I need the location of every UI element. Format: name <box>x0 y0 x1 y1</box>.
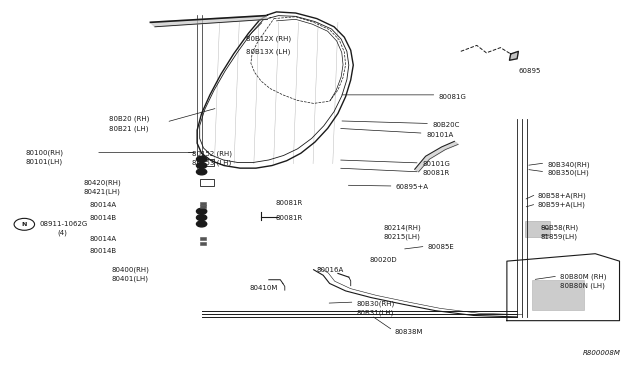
Text: 80020D: 80020D <box>369 257 397 263</box>
Text: 80B80M (RH): 80B80M (RH) <box>560 273 607 280</box>
Polygon shape <box>415 141 458 172</box>
Text: 80101(LH): 80101(LH) <box>26 158 63 165</box>
Polygon shape <box>509 51 518 60</box>
Text: 80838M: 80838M <box>395 329 424 335</box>
Text: 80152 (RH): 80152 (RH) <box>192 150 232 157</box>
Bar <box>200 159 214 166</box>
Bar <box>200 202 206 205</box>
Text: 80B20 (RH): 80B20 (RH) <box>109 116 149 122</box>
Text: 80B20C: 80B20C <box>433 122 460 128</box>
Text: 80B30(RH): 80B30(RH) <box>356 300 395 307</box>
Circle shape <box>196 208 207 214</box>
Text: 80410M: 80410M <box>250 285 278 291</box>
Text: 80081G: 80081G <box>438 94 467 100</box>
Circle shape <box>196 215 207 221</box>
Text: 81859(LH): 81859(LH) <box>541 234 578 240</box>
Text: 80400(RH): 80400(RH) <box>112 266 150 273</box>
Circle shape <box>196 169 207 175</box>
Text: 80014A: 80014A <box>90 236 116 242</box>
Text: 80085E: 80085E <box>428 244 454 250</box>
Text: 80B12X (RH): 80B12X (RH) <box>246 36 292 42</box>
Circle shape <box>196 221 207 227</box>
Text: 80B350(LH): 80B350(LH) <box>547 170 589 176</box>
Text: 80014B: 80014B <box>90 248 116 254</box>
Bar <box>200 205 206 208</box>
Text: 80214(RH): 80214(RH) <box>384 224 422 231</box>
Text: 80B80N (LH): 80B80N (LH) <box>560 283 605 289</box>
Text: 80215(LH): 80215(LH) <box>384 234 421 240</box>
Text: 80100(RH): 80100(RH) <box>26 149 63 156</box>
Text: 80101G: 80101G <box>422 161 451 167</box>
Text: 80B21 (LH): 80B21 (LH) <box>109 125 148 132</box>
Circle shape <box>196 163 207 169</box>
Text: 80153 (LH): 80153 (LH) <box>192 160 231 166</box>
Circle shape <box>196 156 207 162</box>
Polygon shape <box>150 16 268 27</box>
Text: 80B340(RH): 80B340(RH) <box>547 161 590 168</box>
Text: R800008M: R800008M <box>583 350 621 356</box>
Text: 80014B: 80014B <box>90 215 116 221</box>
Text: 60895: 60895 <box>518 68 541 74</box>
Text: 80081R: 80081R <box>275 200 303 206</box>
Text: 80B13X (LH): 80B13X (LH) <box>246 49 291 55</box>
Text: 80014A: 80014A <box>90 202 116 208</box>
Text: 80B59+A(LH): 80B59+A(LH) <box>538 202 586 208</box>
Bar <box>200 237 206 240</box>
Text: 80101A: 80101A <box>426 132 454 138</box>
Text: 80016A: 80016A <box>317 267 344 273</box>
Text: 80B58(RH): 80B58(RH) <box>541 224 579 231</box>
Text: 80081R: 80081R <box>422 170 450 176</box>
Text: 80401(LH): 80401(LH) <box>112 276 149 282</box>
Text: 80420(RH): 80420(RH) <box>83 179 121 186</box>
Bar <box>532 280 584 310</box>
Bar <box>200 242 206 245</box>
Text: 60895+A: 60895+A <box>396 185 429 190</box>
Text: 08911-1062G: 08911-1062G <box>40 221 88 227</box>
Bar <box>200 179 214 186</box>
Text: 80B31(LH): 80B31(LH) <box>356 309 394 316</box>
Bar <box>525 221 550 237</box>
Text: 80B58+A(RH): 80B58+A(RH) <box>538 192 586 199</box>
Text: 80081R: 80081R <box>275 215 303 221</box>
Text: (4): (4) <box>58 230 67 237</box>
Text: N: N <box>22 222 27 227</box>
Text: 80421(LH): 80421(LH) <box>83 188 120 195</box>
